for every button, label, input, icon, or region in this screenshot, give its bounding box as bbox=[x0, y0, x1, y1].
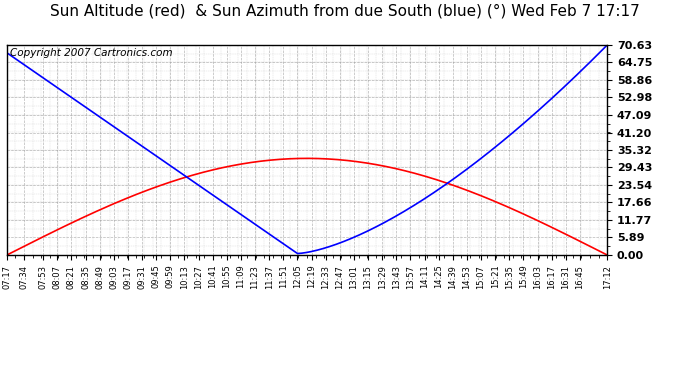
Text: Copyright 2007 Cartronics.com: Copyright 2007 Cartronics.com bbox=[10, 48, 172, 58]
Text: Sun Altitude (red)  & Sun Azimuth from due South (blue) (°) Wed Feb 7 17:17: Sun Altitude (red) & Sun Azimuth from du… bbox=[50, 4, 640, 19]
